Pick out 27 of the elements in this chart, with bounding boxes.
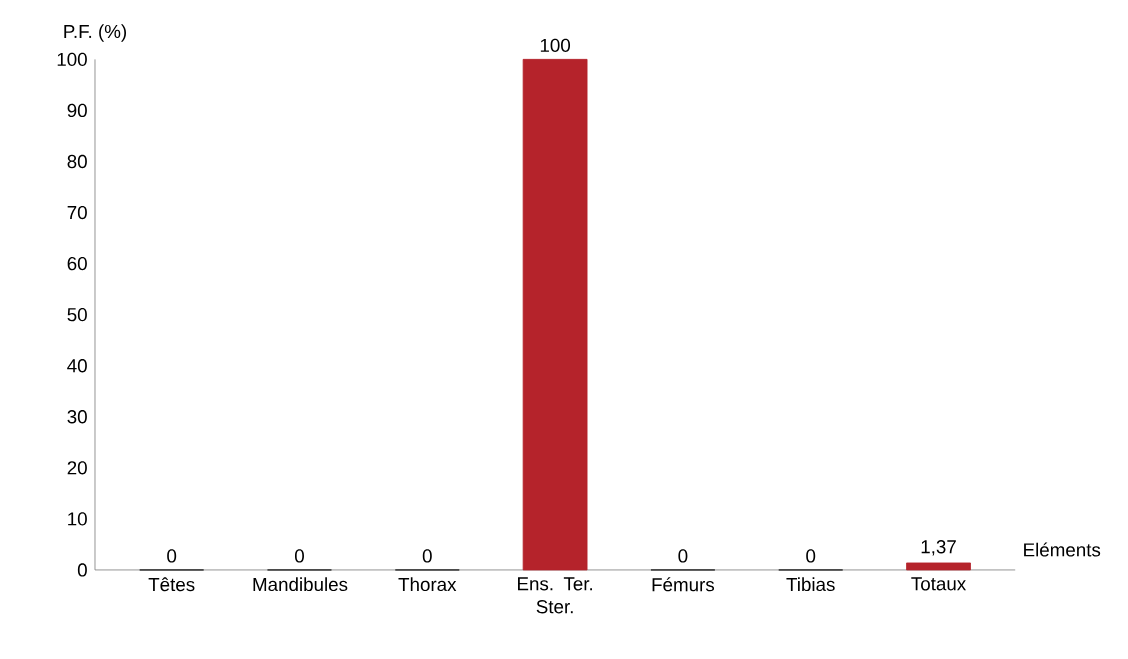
y-tick-label: 50	[67, 308, 87, 322]
y-tick-label: 20	[67, 461, 87, 475]
data-label: 0	[167, 549, 177, 563]
y-tick-label: 100	[57, 52, 87, 67]
y-axis-title: P.F. (%)	[64, 24, 127, 42]
x-tick-label: Mandibules	[253, 577, 348, 592]
data-label: 0	[806, 549, 816, 563]
x-tick-label: Totaux	[911, 577, 966, 591]
x-tick-label: Fémurs	[652, 577, 715, 592]
data-label: 0	[422, 549, 432, 563]
data-label: 100	[540, 38, 571, 53]
x-axis-title: Eléments	[1024, 542, 1101, 557]
y-tick-label: 30	[67, 410, 87, 424]
y-tick-label: 70	[67, 205, 87, 220]
x-tick-label: Ens. Ter. Ster.	[518, 577, 592, 614]
data-label: 1,37	[921, 540, 956, 556]
x-tick-label: Têtes	[148, 577, 195, 592]
y-tick-label: 10	[68, 512, 87, 526]
y-tick-label: 90	[67, 103, 87, 118]
y-tick-label: 60	[67, 256, 87, 271]
x-tick-label: Thorax	[398, 577, 457, 592]
y-tick-label: 80	[67, 154, 87, 169]
data-label: 0	[294, 549, 304, 563]
y-tick-label: 0	[77, 563, 87, 577]
y-tick-label: 40	[67, 359, 87, 373]
x-tick-label: Tibias	[786, 577, 835, 592]
data-label: 0	[678, 549, 688, 563]
